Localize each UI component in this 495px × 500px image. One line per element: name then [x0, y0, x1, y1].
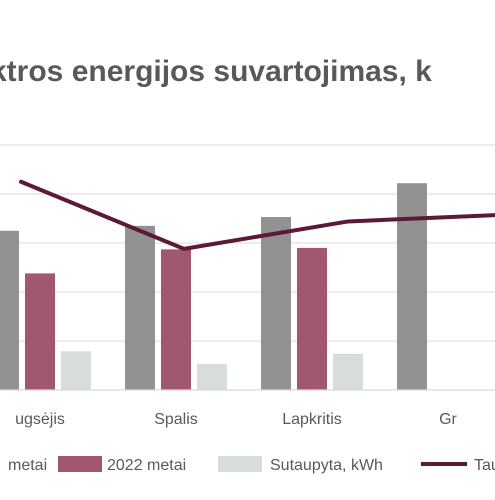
- legend-label-sutaupyta-kwh: Sutaupyta, kWh: [270, 457, 383, 474]
- x-tick-label: ugsėjis: [15, 411, 65, 428]
- x-tick-label: Spalis: [154, 411, 198, 428]
- bar-metai-lapkritis: [261, 217, 291, 390]
- legend-label-tau: Tau: [474, 457, 495, 474]
- bar-metai-ugs-jis: [0, 230, 19, 390]
- bar-metai-spalis: [125, 225, 155, 390]
- line-series: [19, 179, 495, 251]
- x-tick-label: Gr: [439, 411, 457, 428]
- legend-swatch-sutaupyta-kwh: [218, 456, 262, 472]
- bar-2022-metai-spalis: [161, 249, 191, 390]
- legend-label-metai: metai: [8, 457, 47, 474]
- legend-swatch-2022-metai: [58, 456, 102, 472]
- x-tick-label: Lapkritis: [282, 411, 342, 428]
- x-axis: ugsėjis Spalis Lapkritis Gr: [0, 389, 495, 428]
- line-tau: [19, 179, 495, 251]
- chart-title: ktros energijos suvartojimas, k: [0, 55, 432, 88]
- bar-2022-metai-ugs-jis: [25, 273, 55, 390]
- legend: metai 2022 metai Sutaupyta, kWh Tau: [8, 456, 495, 474]
- bar-sutaupyta-kwh-lapkritis: [333, 353, 363, 390]
- bar-sutaupyta-kwh-spalis: [197, 364, 227, 390]
- bar-metai-gr: [397, 183, 427, 390]
- legend-label-2022-metai: 2022 metai: [107, 457, 186, 474]
- bar-2022-metai-lapkritis: [297, 247, 327, 390]
- bar-sutaupyta-kwh-ugs-jis: [61, 351, 91, 390]
- bars: [0, 183, 427, 390]
